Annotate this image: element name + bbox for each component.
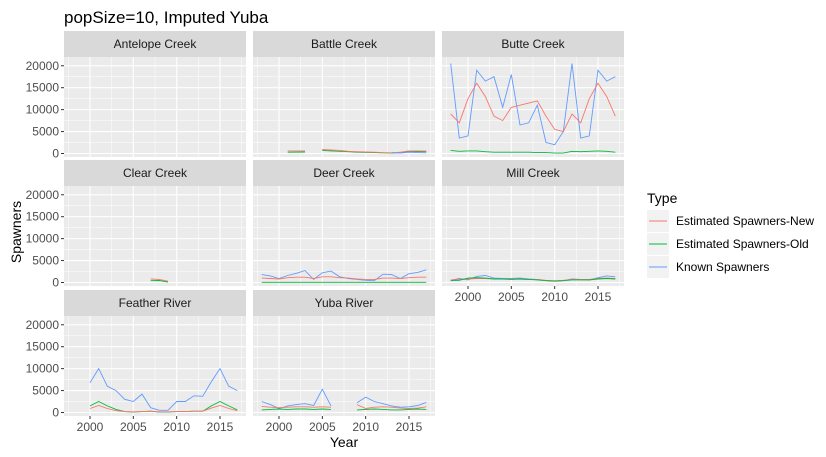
facet-battle-creek: Battle Creek <box>253 31 435 157</box>
y-tick-label: 5000 <box>32 384 59 398</box>
legend-label: Known Spawners <box>676 260 769 274</box>
y-tick-label: 15000 <box>26 210 60 224</box>
x-tick-label: 2005 <box>498 290 525 304</box>
y-tick-label: 5000 <box>32 125 59 139</box>
x-tick-label: 2010 <box>352 420 379 434</box>
facet-label: Mill Creek <box>506 166 560 180</box>
facet-strip <box>442 160 624 186</box>
y-tick-label: 5000 <box>32 254 59 268</box>
series-line-estimated-spawners-new <box>89 405 238 413</box>
series-line-estimated-spawners-old <box>356 408 427 411</box>
series-line-estimated-spawners-old <box>450 149 616 154</box>
series-line-known-spawners <box>450 63 616 146</box>
y-axis-title: Spawners <box>8 201 24 263</box>
facet-antelope-creek: Antelope Creek 0 5000 10000 15000 20000 <box>26 31 246 160</box>
facet-label: Antelope Creek <box>114 37 198 51</box>
series-line-known-spawners <box>356 396 427 408</box>
x-tick-label: 2005 <box>309 420 336 434</box>
x-tick-label: 2015 <box>207 420 234 434</box>
legend-label: Estimated Spawners-New <box>676 214 814 228</box>
facet-strip <box>253 31 435 57</box>
facet-label: Deer Creek <box>313 166 375 180</box>
y-tick-label: 0 <box>52 405 59 419</box>
facet-mill-creek: Mill Creek 2000 2005 2010 2015 <box>442 160 624 304</box>
series-line-estimated-spawners-old <box>450 277 616 282</box>
y-tick-label: 0 <box>52 146 59 160</box>
series-line-estimated-spawners-old <box>150 280 169 283</box>
legend-label: Estimated Spawners-Old <box>676 237 809 251</box>
legend-item-known-spawners: Known Spawners <box>647 256 769 278</box>
x-axis-title: Year <box>330 434 359 450</box>
series-line-estimated-spawners-old <box>261 408 332 411</box>
facet-strip <box>64 31 246 57</box>
x-tick-label: 2015 <box>585 290 612 304</box>
y-tick-label: 15000 <box>26 340 60 354</box>
x-tick-label: 2015 <box>396 420 423 434</box>
series-line-estimated-spawners-new <box>261 405 332 409</box>
facet-label: Clear Creek <box>123 166 188 180</box>
legend: Type Estimated Spawners-New Estimated Spa… <box>647 190 814 278</box>
facet-label: Butte Creek <box>501 37 565 51</box>
y-tick-label: 10000 <box>26 103 60 117</box>
legend-item-estimated-spawners-old: Estimated Spawners-Old <box>647 233 809 255</box>
x-tick-label: 2000 <box>455 290 482 304</box>
facet-yuba-river: Yuba River 2000 2005 2010 2015 <box>253 290 435 434</box>
y-tick-label: 20000 <box>26 318 60 332</box>
x-tick-label: 2000 <box>77 420 104 434</box>
facet-butte-creek: Butte Creek <box>442 31 624 157</box>
series-line-estimated-spawners-new <box>356 404 427 409</box>
y-tick-label: 20000 <box>26 188 60 202</box>
facet-clear-creek: Clear Creek 0 5000 10000 15000 20000 <box>26 160 246 289</box>
y-tick-label: 0 <box>52 275 59 289</box>
facet-label: Feather River <box>119 296 192 310</box>
facet-strip <box>64 160 246 186</box>
series-line-known-spawners <box>89 367 238 411</box>
facet-feather-river: Feather River 0 5000 10000 15000 20000 2000 200… <box>26 290 246 434</box>
y-tick-label: 20000 <box>26 59 60 73</box>
series-line-estimated-spawners-new <box>261 276 427 280</box>
y-tick-label: 10000 <box>26 362 60 376</box>
series-line-estimated-spawners-new <box>322 149 427 154</box>
series-line-estimated-spawners-new <box>450 82 616 133</box>
x-tick-label: 2000 <box>266 420 293 434</box>
facet-panels: Antelope Creek05000100001500020000Battle… <box>26 31 624 434</box>
x-tick-label: 2005 <box>120 420 147 434</box>
facet-label: Yuba River <box>315 296 374 310</box>
x-tick-label: 2010 <box>163 420 190 434</box>
legend-title: Type <box>647 190 678 206</box>
facet-strip <box>253 160 435 186</box>
legend-item-estimated-spawners-new: Estimated Spawners-New <box>647 210 814 232</box>
chart-title: popSize=10, Imputed Yuba <box>64 8 269 27</box>
y-tick-label: 15000 <box>26 81 60 95</box>
facet-deer-creek: Deer Creek <box>253 160 435 286</box>
x-tick-label: 2010 <box>541 290 568 304</box>
facet-label: Battle Creek <box>311 37 378 51</box>
facet-strip <box>64 290 246 316</box>
facet-strip <box>442 31 624 57</box>
series-line-known-spawners <box>391 151 427 154</box>
series-line-known-spawners <box>261 388 332 409</box>
y-tick-label: 10000 <box>26 232 60 246</box>
series-line-estimated-spawners-new <box>150 278 169 282</box>
facet-strip <box>253 290 435 316</box>
